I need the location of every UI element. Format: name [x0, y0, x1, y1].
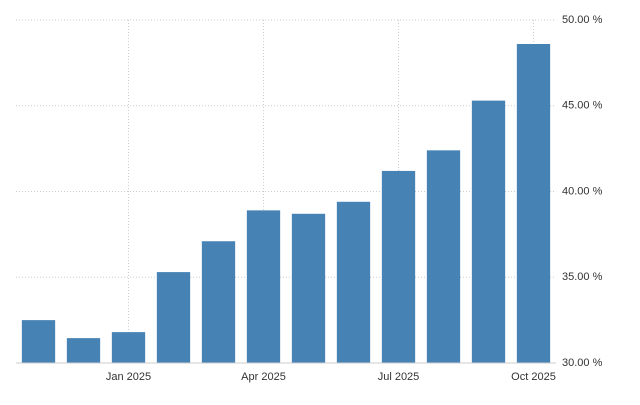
- x-tick-label: Jan 2025: [106, 371, 151, 383]
- y-tick-label: 30.00 %: [562, 357, 603, 369]
- y-tick-label: 35.00 %: [562, 271, 603, 283]
- y-tick-label: 45.00 %: [562, 100, 603, 112]
- bar: [336, 201, 371, 363]
- x-tick-label: Apr 2025: [241, 371, 286, 383]
- x-tick-label: Jul 2025: [378, 371, 420, 383]
- bar: [21, 320, 56, 363]
- bar: [111, 332, 146, 363]
- bar: [516, 44, 551, 363]
- bar: [156, 272, 191, 363]
- bar: [471, 100, 506, 363]
- x-tick-label: Oct 2025: [511, 371, 556, 383]
- y-tick-label: 50.00 %: [562, 14, 603, 26]
- bar: [381, 170, 416, 363]
- y-tick-label: 40.00 %: [562, 185, 603, 197]
- bar: [246, 210, 281, 363]
- bar: [291, 213, 326, 363]
- bar: [426, 150, 461, 363]
- bar: [201, 241, 236, 363]
- bar: [66, 338, 101, 363]
